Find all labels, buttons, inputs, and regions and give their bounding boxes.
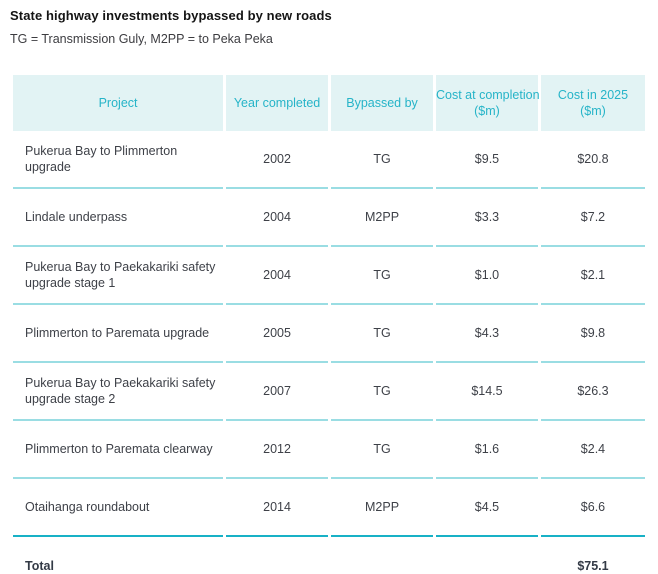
cell-bypassed-by: TG bbox=[331, 421, 433, 479]
cell-project: Otaihanga roundabout bbox=[13, 479, 224, 537]
abbreviation-legend: TG = Transmission Guly, M2PP = to Peka P… bbox=[10, 32, 273, 46]
col-header-cost-completion-label: Cost at completion bbox=[436, 88, 540, 102]
cell-bypassed-by: TG bbox=[331, 247, 433, 305]
cell-cost-2025: $2.4 bbox=[540, 421, 645, 479]
col-header-project: Project bbox=[13, 75, 224, 131]
col-header-project-label: Project bbox=[98, 96, 138, 110]
cell-year: 2002 bbox=[226, 131, 329, 189]
col-header-bypassed-label: Bypassed by bbox=[346, 96, 418, 110]
cell-cost-2025: $26.3 bbox=[540, 363, 645, 421]
investments-table: Project Year completed Bypassed by Cost … bbox=[10, 75, 648, 574]
cell-cost-2025: $20.8 bbox=[540, 131, 645, 189]
table-row: Pukerua Bay to Paekakariki safety upgrad… bbox=[13, 363, 645, 421]
cell-cost-at-completion: $9.5 bbox=[436, 131, 538, 189]
total-empty-cell bbox=[436, 537, 538, 574]
col-header-cost-2025: Cost in 2025 ($m) bbox=[540, 75, 645, 131]
cell-year: 2012 bbox=[226, 421, 329, 479]
cell-cost-2025: $6.6 bbox=[540, 479, 645, 537]
cell-cost-2025: $7.2 bbox=[540, 189, 645, 247]
page-title: State highway investments bypassed by ne… bbox=[10, 8, 332, 23]
table-row: Plimmerton to Paremata upgrade 2005 TG $… bbox=[13, 305, 645, 363]
cell-project: Pukerua Bay to Paekakariki safety upgrad… bbox=[13, 363, 224, 421]
cell-year: 2007 bbox=[226, 363, 329, 421]
cell-project: Pukerua Bay to Paekakariki safety upgrad… bbox=[13, 247, 224, 305]
total-label: Total bbox=[13, 537, 223, 574]
cell-bypassed-by: TG bbox=[331, 131, 433, 189]
cell-cost-at-completion: $4.5 bbox=[436, 479, 538, 537]
table-body: Pukerua Bay to Plimmerton upgrade 2002 T… bbox=[13, 131, 645, 574]
col-header-year-label: Year completed bbox=[233, 96, 321, 110]
cell-cost-2025: $9.8 bbox=[540, 305, 645, 363]
total-row: Total $75.1 bbox=[13, 537, 645, 574]
table-row: Pukerua Bay to Plimmerton upgrade 2002 T… bbox=[13, 131, 645, 189]
cell-project: Lindale underpass bbox=[13, 189, 224, 247]
header-row: Project Year completed Bypassed by Cost … bbox=[13, 75, 645, 131]
col-header-cost-2025-unit: ($m) bbox=[580, 104, 606, 118]
cell-cost-at-completion: $3.3 bbox=[436, 189, 538, 247]
cell-cost-at-completion: $1.6 bbox=[436, 421, 538, 479]
table-row: Lindale underpass 2004 M2PP $3.3 $7.2 bbox=[13, 189, 645, 247]
cell-cost-at-completion: $14.5 bbox=[436, 363, 538, 421]
cell-project: Plimmerton to Paremata upgrade bbox=[13, 305, 224, 363]
cell-cost-at-completion: $4.3 bbox=[436, 305, 538, 363]
cell-bypassed-by: TG bbox=[331, 363, 433, 421]
col-header-year-completed: Year completed bbox=[226, 75, 329, 131]
total-empty-cell bbox=[331, 537, 433, 574]
table-row: Otaihanga roundabout 2014 M2PP $4.5 $6.6 bbox=[13, 479, 645, 537]
cell-project: Pukerua Bay to Plimmerton upgrade bbox=[13, 131, 224, 189]
table-row: Pukerua Bay to Paekakariki safety upgrad… bbox=[13, 247, 645, 305]
cell-project: Plimmerton to Paremata clearway bbox=[13, 421, 224, 479]
cell-year: 2004 bbox=[226, 247, 329, 305]
cell-cost-2025: $2.1 bbox=[540, 247, 645, 305]
cell-cost-at-completion: $1.0 bbox=[436, 247, 538, 305]
table-header: Project Year completed Bypassed by Cost … bbox=[13, 75, 645, 131]
col-header-cost-2025-label: Cost in 2025 bbox=[557, 88, 629, 102]
cell-year: 2004 bbox=[226, 189, 329, 247]
table-row: Plimmerton to Paremata clearway 2012 TG … bbox=[13, 421, 645, 479]
cell-year: 2014 bbox=[226, 479, 329, 537]
col-header-cost-at-completion: Cost at completion ($m) bbox=[436, 75, 540, 131]
cell-bypassed-by: TG bbox=[331, 305, 433, 363]
col-header-cost-completion-unit: ($m) bbox=[474, 104, 500, 118]
cell-bypassed-by: M2PP bbox=[331, 479, 433, 537]
total-cost-2025: $75.1 bbox=[541, 537, 645, 574]
total-empty-cell bbox=[226, 537, 328, 574]
cell-bypassed-by: M2PP bbox=[331, 189, 433, 247]
col-header-bypassed-by: Bypassed by bbox=[331, 75, 433, 131]
cell-year: 2005 bbox=[226, 305, 329, 363]
